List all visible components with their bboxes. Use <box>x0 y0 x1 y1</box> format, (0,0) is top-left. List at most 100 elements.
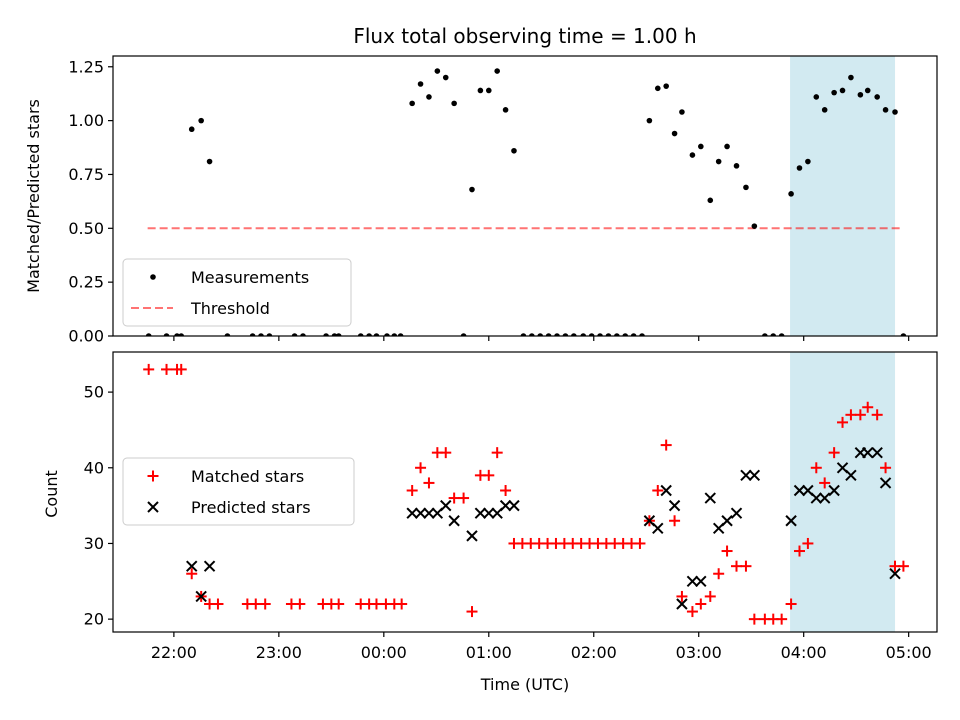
predicted-star-marker <box>785 515 797 527</box>
measurement-point <box>562 333 569 336</box>
matched-star-marker <box>740 560 752 572</box>
predicted-star-marker <box>668 499 681 512</box>
matched-star-marker <box>652 484 664 496</box>
matched-star-marker <box>802 537 814 549</box>
matched-star-marker <box>776 613 788 625</box>
measurement-point <box>796 165 803 171</box>
measurement-point <box>291 333 298 336</box>
measurement-point <box>639 333 645 336</box>
top-highlight-span <box>790 56 896 336</box>
measurement-point <box>426 94 432 100</box>
matched-star-marker <box>669 515 681 527</box>
measurement-point <box>605 333 612 336</box>
predicted-star-marker <box>652 522 664 535</box>
measurement-point <box>357 333 364 336</box>
predicted-star-marker <box>406 507 418 519</box>
measurement-point <box>266 333 273 336</box>
matched-star-marker <box>819 477 831 489</box>
measurement-point <box>397 333 404 336</box>
matched-star-marker <box>458 492 470 504</box>
measurement-point <box>864 87 871 94</box>
measurement-point <box>391 333 398 336</box>
predicted-star-marker <box>862 446 874 459</box>
legend-label: Predicted stars <box>191 498 311 517</box>
top-y-tick-label: 1.00 <box>68 111 104 130</box>
matched-star-marker <box>175 363 187 375</box>
matched-star-marker <box>897 560 909 572</box>
measurement-point <box>707 197 714 204</box>
predicted-star-marker <box>508 499 520 512</box>
bottom-legend: Matched stars Predicted stars <box>122 457 355 526</box>
bottom-series-1 <box>143 363 909 625</box>
measurement-point <box>788 191 794 197</box>
measurement-point <box>597 333 603 336</box>
predicted-star-marker <box>474 507 487 519</box>
legend-label: Matched stars <box>191 467 304 486</box>
measurement-point <box>839 87 846 94</box>
matched-star-marker <box>634 537 646 549</box>
legend-matched-marker <box>147 470 159 482</box>
measurement-point <box>323 333 329 336</box>
measurement-point <box>622 333 629 336</box>
predicted-star-marker <box>676 598 688 610</box>
measurement-point <box>554 333 560 336</box>
chart-title: Flux total observing time = 1.00 h <box>353 24 696 48</box>
measurement-point <box>580 333 587 336</box>
measurement-point <box>733 163 740 169</box>
measurement-point <box>663 83 669 89</box>
measurement-point <box>502 107 509 113</box>
predicted-star-marker <box>195 590 207 603</box>
bottom-data <box>143 363 909 625</box>
matched-star-marker <box>448 492 460 504</box>
predicted-star-marker <box>879 477 892 489</box>
measurement-point <box>805 158 811 165</box>
legend-measurement-marker <box>150 274 156 280</box>
measurement-point <box>821 107 828 113</box>
matched-star-marker <box>828 447 840 459</box>
measurement-point <box>679 109 685 115</box>
matched-star-marker <box>695 598 707 610</box>
top-y-axis-label: Matched/Predicted stars <box>24 99 43 293</box>
measurement-point <box>529 333 535 336</box>
measurement-point <box>188 126 195 133</box>
matched-star-marker <box>423 477 435 489</box>
bottom-x-tick-label: 05:00 <box>886 643 932 662</box>
matched-star-marker <box>731 560 743 572</box>
measurement-point <box>545 333 552 336</box>
top-y-tick-label: 0.00 <box>68 327 104 346</box>
legend-frame <box>122 457 355 526</box>
top-data <box>145 68 907 336</box>
predicted-star-marker <box>499 499 512 512</box>
predicted-star-marker <box>203 560 216 572</box>
legend-frame <box>122 258 352 327</box>
matched-star-marker <box>862 401 874 413</box>
measurement-point <box>630 333 637 336</box>
matched-star-marker <box>161 363 173 375</box>
measurement-point <box>571 333 577 336</box>
matched-star-marker <box>259 598 271 610</box>
measurement-point <box>715 158 722 165</box>
bottom-x-tick-label: 23:00 <box>256 643 302 662</box>
measurement-point <box>646 117 653 124</box>
measurement-point <box>874 94 880 100</box>
measurement-point <box>614 333 620 336</box>
measurement-point <box>778 333 785 336</box>
measurement-point <box>743 184 749 191</box>
matched-star-marker <box>686 606 698 618</box>
matched-star-marker <box>212 598 224 610</box>
measurement-point <box>892 109 898 115</box>
measurement-point <box>762 333 768 336</box>
top-y-tick-label: 1.25 <box>68 57 104 76</box>
matched-star-marker <box>466 606 478 618</box>
measurement-point <box>442 74 449 81</box>
measurement-point <box>409 100 415 107</box>
measurement-point <box>477 87 484 94</box>
predicted-star-marker <box>748 469 761 482</box>
measurement-point <box>469 186 475 193</box>
matched-star-marker <box>483 469 495 481</box>
matched-star-marker <box>396 598 408 610</box>
measurement-point <box>224 333 231 336</box>
matched-star-marker <box>500 484 512 496</box>
predicted-star-marker <box>889 568 901 580</box>
